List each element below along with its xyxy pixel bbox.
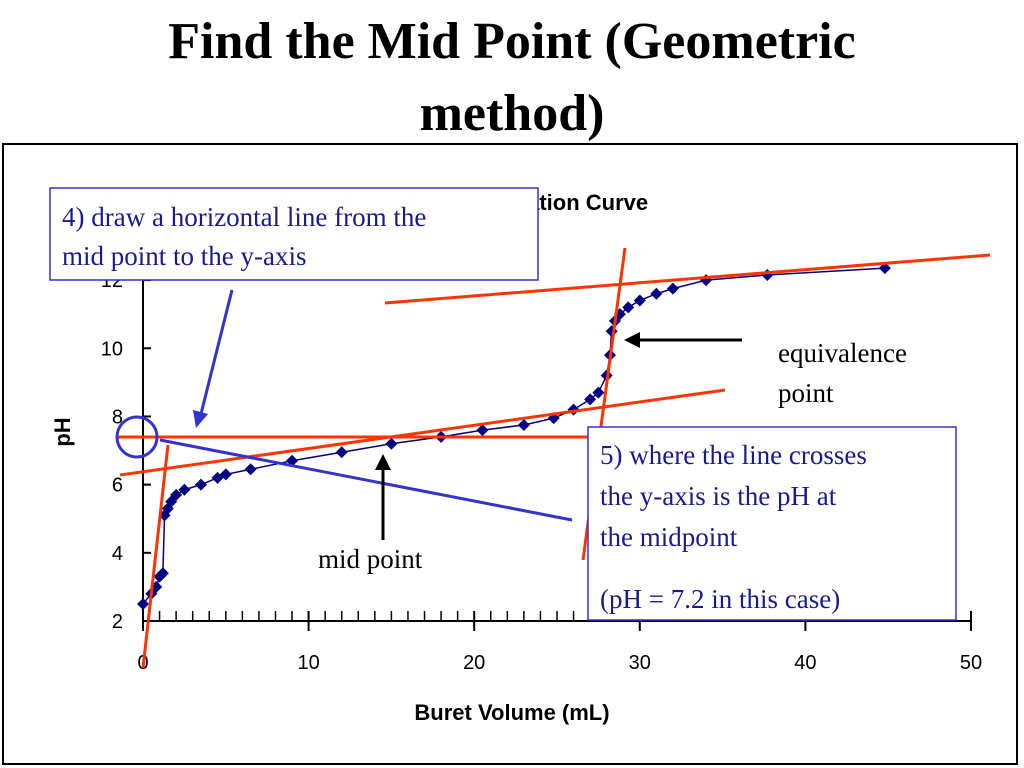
arrow-head	[193, 410, 208, 428]
slide-title: method)	[420, 85, 605, 142]
y-tick-label: 2	[112, 611, 123, 633]
data-point	[385, 437, 398, 450]
arrow-head	[375, 454, 391, 470]
pointer-line	[159, 438, 573, 522]
data-point	[650, 287, 663, 300]
y-tick-label: 10	[101, 338, 123, 360]
x-tick-label: 30	[629, 652, 651, 674]
highlight-circle	[115, 415, 159, 459]
slide-title: Find the Mid Point (Geometric	[168, 13, 855, 70]
data-point	[666, 282, 679, 295]
x-tick-label: 40	[794, 652, 816, 674]
y-axis-label: pH	[50, 417, 75, 446]
data-point	[194, 478, 207, 491]
y-tick-label: 6	[112, 475, 123, 497]
data-point	[584, 393, 597, 406]
data-point	[476, 424, 489, 437]
data-point	[244, 463, 257, 476]
tangent-line	[384, 253, 991, 305]
callout-text: mid point to the y-axis	[62, 241, 306, 271]
callout-text: the midpoint	[600, 522, 738, 552]
data-point	[592, 386, 605, 399]
arrow-head	[624, 332, 640, 348]
y-tick-label: 8	[112, 406, 123, 428]
data-point	[878, 262, 891, 275]
tangent-line	[141, 444, 170, 669]
tangent-line	[119, 388, 726, 477]
chart-frame	[2, 143, 1018, 765]
data-point	[761, 268, 774, 281]
data-point	[178, 483, 191, 496]
y-tick-label: 4	[112, 543, 123, 565]
annotation-text: point	[778, 378, 834, 408]
pointer-arrow	[199, 289, 234, 415]
x-tick-label: 20	[463, 652, 485, 674]
callout-text: 4) draw a horizontal line from the	[62, 202, 426, 232]
data-point	[219, 468, 232, 481]
callout-text: 5) where the line crosses	[600, 440, 867, 470]
callout-text: (pH = 7.2 in this case)	[600, 584, 840, 614]
data-point	[137, 597, 149, 610]
x-axis-label: Buret Volume (mL)	[414, 700, 609, 725]
x-tick-label: 10	[297, 652, 319, 674]
x-tick-label: 50	[960, 652, 982, 674]
callout-box	[49, 187, 539, 281]
data-point	[335, 446, 348, 459]
data-point	[170, 488, 183, 501]
data-point	[517, 418, 530, 431]
callout-box	[587, 426, 957, 621]
annotation-text: equivalence	[778, 338, 907, 368]
data-point	[633, 294, 646, 307]
annotation-text: mid point	[318, 544, 423, 574]
callout-text: the y-axis is the pH at	[600, 481, 837, 511]
data-point	[622, 301, 635, 314]
plot: 2468101201020304050	[101, 246, 982, 674]
data-point	[156, 567, 169, 580]
